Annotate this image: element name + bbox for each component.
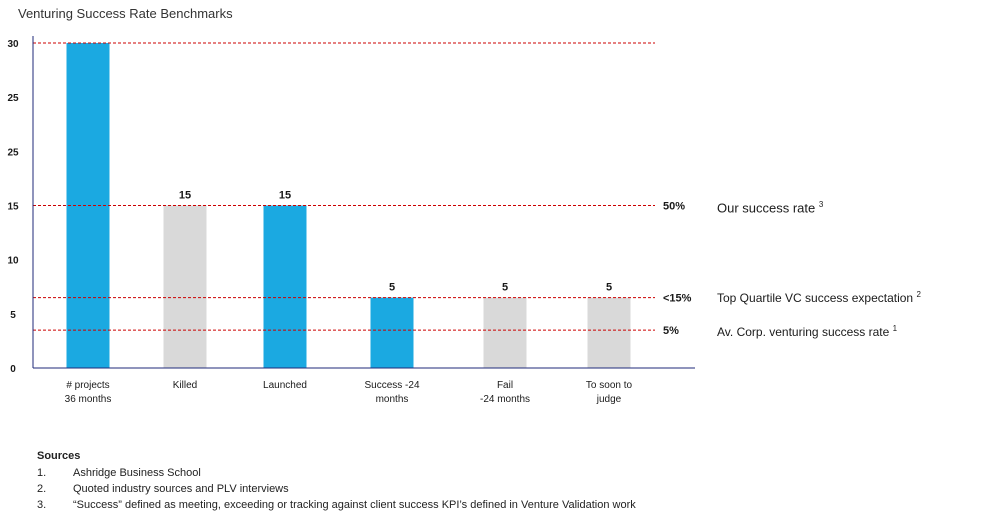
sources-title: Sources: [37, 450, 81, 462]
x-tick-label-line: Fail: [497, 380, 513, 391]
x-tick-label-line: # projects: [66, 380, 109, 391]
data-label: 5: [502, 282, 508, 294]
bar: [370, 297, 414, 368]
x-tick-label-line: -24 months: [480, 394, 530, 405]
reference-line-label: 5%: [663, 325, 679, 337]
data-label: 5: [606, 282, 612, 294]
x-tick-label-line: judge: [596, 394, 622, 405]
bar: [483, 297, 527, 368]
source-number: 1.: [37, 467, 47, 479]
y-tick-label: 15: [7, 202, 19, 213]
y-tick-label: 25: [7, 147, 19, 158]
y-tick-label: 10: [7, 256, 19, 267]
source-item: 3. “Success” defined as meeting, exceedi…: [37, 497, 636, 513]
x-tick-label-line: Success -24: [364, 380, 419, 391]
data-label: 15: [179, 190, 191, 202]
ref-note-our-success: Our success rate 3: [717, 200, 824, 216]
x-tick-label: Fail -24 months: [480, 380, 530, 405]
x-tick-label: Killed: [173, 380, 197, 391]
y-tick-label: 30: [7, 39, 19, 50]
sources-block: Sources 1. Ashridge Business School 2. Q…: [37, 450, 636, 513]
y-tick-label: 0: [10, 364, 16, 375]
bar: [587, 297, 631, 368]
x-tick-label-line: Killed: [173, 380, 197, 391]
source-text: Ashridge Business School: [73, 467, 201, 479]
bar: [263, 205, 307, 368]
x-tick-label: Launched: [263, 380, 307, 391]
data-label: 5: [389, 282, 395, 294]
x-tick-label: To soon to judge: [586, 380, 633, 405]
source-number: 3.: [37, 499, 47, 511]
source-text: “Success” defined as meeting, exceeding …: [73, 499, 636, 511]
x-tick-label-line: Launched: [263, 380, 307, 391]
ref-note-corp-venturing: Av. Corp. venturing success rate 1: [717, 324, 898, 339]
source-item: 1. Ashridge Business School: [37, 465, 636, 481]
data-label: 15: [279, 190, 291, 202]
x-tick-label-line: 36 months: [65, 394, 112, 405]
x-tick-label: # projects 36 months: [65, 380, 112, 405]
reference-line-label: 50%: [663, 201, 685, 213]
x-tick-label-line: To soon to: [586, 380, 633, 391]
bar-chart: 50% <15% 5% 0 5 10 15 25 25 30 15 15 5 5 5 # projects 36…: [7, 36, 695, 405]
source-item: 2. Quoted industry sources and PLV inter…: [37, 481, 636, 497]
y-tick-label: 25: [7, 93, 19, 104]
source-text: Quoted industry sources and PLV intervie…: [73, 483, 289, 495]
source-number: 2.: [37, 483, 47, 495]
ref-note-vc-expectation: Top Quartile VC success expectation 2: [717, 290, 921, 305]
reference-line-label: <15%: [663, 293, 692, 305]
bar: [163, 205, 207, 368]
y-tick-label: 5: [10, 310, 16, 321]
x-tick-label-line: months: [376, 394, 409, 405]
x-tick-label: Success -24 months: [364, 380, 419, 405]
chart-title: Venturing Success Rate Benchmarks: [18, 6, 233, 21]
